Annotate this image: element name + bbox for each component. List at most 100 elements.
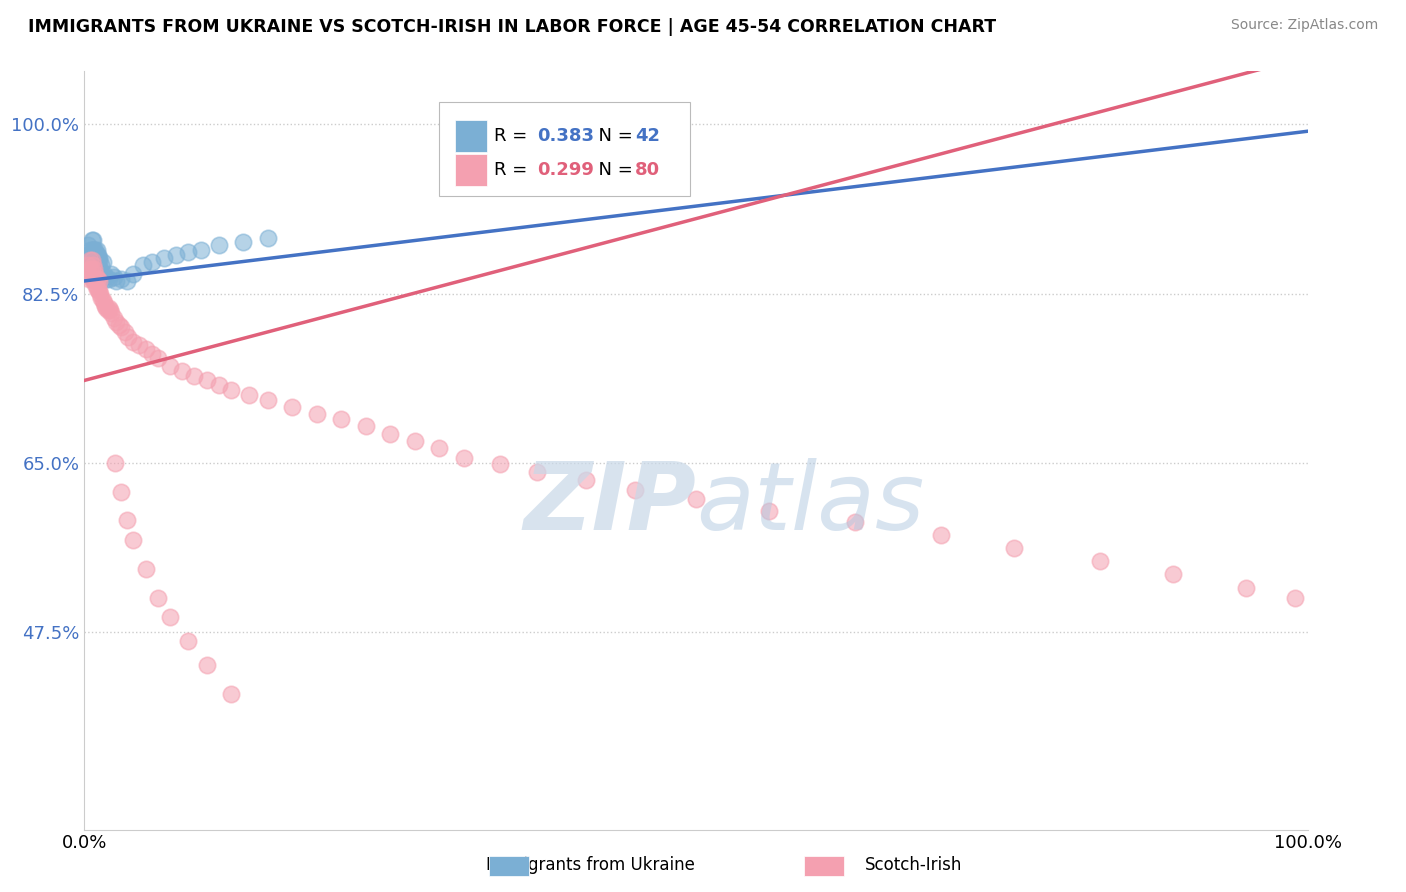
Point	[105, 274, 128, 288]
Point	[159, 359, 181, 373]
Point	[1088, 554, 1111, 568]
Point	[84, 277, 107, 291]
Point	[82, 252, 104, 267]
Point	[103, 270, 125, 285]
Point	[80, 262, 103, 277]
Point	[117, 330, 139, 344]
Point	[94, 270, 117, 285]
Point	[172, 364, 194, 378]
Point	[77, 272, 100, 286]
Point	[82, 258, 104, 272]
Point	[86, 272, 108, 286]
Point	[114, 325, 136, 339]
Point	[83, 262, 105, 277]
Point	[90, 291, 112, 305]
Point	[489, 458, 512, 472]
Point	[146, 351, 169, 366]
Point	[195, 373, 218, 387]
Point	[77, 258, 100, 272]
Point	[83, 262, 105, 277]
Point	[183, 368, 205, 383]
Point	[100, 306, 122, 320]
Point	[80, 252, 103, 267]
Point	[84, 252, 107, 267]
Point	[177, 244, 200, 259]
Point	[128, 337, 150, 351]
Point	[380, 426, 402, 441]
FancyBboxPatch shape	[439, 102, 690, 196]
Point	[232, 235, 254, 250]
Point	[104, 456, 127, 470]
Point	[90, 258, 112, 272]
Point	[219, 383, 242, 397]
Point	[93, 267, 115, 281]
Point	[624, 483, 647, 497]
Point	[122, 334, 145, 349]
Text: N =: N =	[588, 127, 638, 145]
Point	[110, 320, 132, 334]
Point	[82, 243, 104, 257]
Text: 0.299: 0.299	[537, 161, 593, 179]
Point	[135, 342, 157, 356]
Point	[1236, 581, 1258, 595]
Point	[87, 272, 110, 286]
Point	[96, 301, 118, 315]
Point	[110, 272, 132, 286]
Point	[77, 267, 100, 281]
Text: ZIP: ZIP	[523, 458, 696, 549]
Point	[135, 562, 157, 576]
Point	[1002, 541, 1025, 555]
Point	[100, 267, 122, 281]
Point	[87, 251, 110, 265]
FancyBboxPatch shape	[456, 120, 486, 152]
Point	[77, 238, 100, 252]
Point	[141, 347, 163, 361]
Text: R =: R =	[494, 127, 533, 145]
Point	[122, 267, 145, 281]
Point	[84, 267, 107, 281]
Point	[1284, 591, 1306, 605]
Point	[404, 434, 426, 449]
Point	[132, 258, 155, 272]
Point	[195, 658, 218, 673]
Point	[238, 388, 260, 402]
Text: Scotch-Irish: Scotch-Irish	[865, 856, 963, 874]
Point	[159, 610, 181, 624]
Text: N =: N =	[588, 161, 638, 179]
Point	[257, 392, 280, 407]
Point	[526, 465, 548, 479]
Point	[281, 400, 304, 414]
Point	[105, 316, 128, 330]
Point	[80, 272, 103, 286]
Text: 80: 80	[636, 161, 659, 179]
Point	[87, 252, 110, 267]
Text: Immigrants from Ukraine: Immigrants from Ukraine	[486, 856, 695, 874]
Point	[257, 231, 280, 245]
Point	[86, 252, 108, 267]
Point	[165, 248, 187, 262]
Point	[354, 418, 377, 433]
Point	[79, 243, 101, 257]
Point	[77, 248, 100, 262]
Point	[305, 407, 328, 421]
Point	[103, 310, 125, 325]
Point	[146, 591, 169, 605]
Point	[758, 504, 780, 518]
Point	[82, 233, 104, 247]
Point	[330, 412, 353, 426]
Point	[87, 284, 110, 298]
Point	[97, 302, 120, 317]
Point	[87, 248, 110, 262]
Point	[427, 441, 450, 455]
Text: R =: R =	[494, 161, 533, 179]
Point	[107, 318, 129, 333]
Point	[96, 272, 118, 286]
Point	[208, 238, 231, 252]
Point	[80, 233, 103, 247]
Point	[80, 243, 103, 257]
Point	[190, 243, 212, 257]
Point	[115, 274, 138, 288]
Point	[98, 302, 121, 317]
Point	[77, 258, 100, 272]
Point	[86, 248, 108, 262]
